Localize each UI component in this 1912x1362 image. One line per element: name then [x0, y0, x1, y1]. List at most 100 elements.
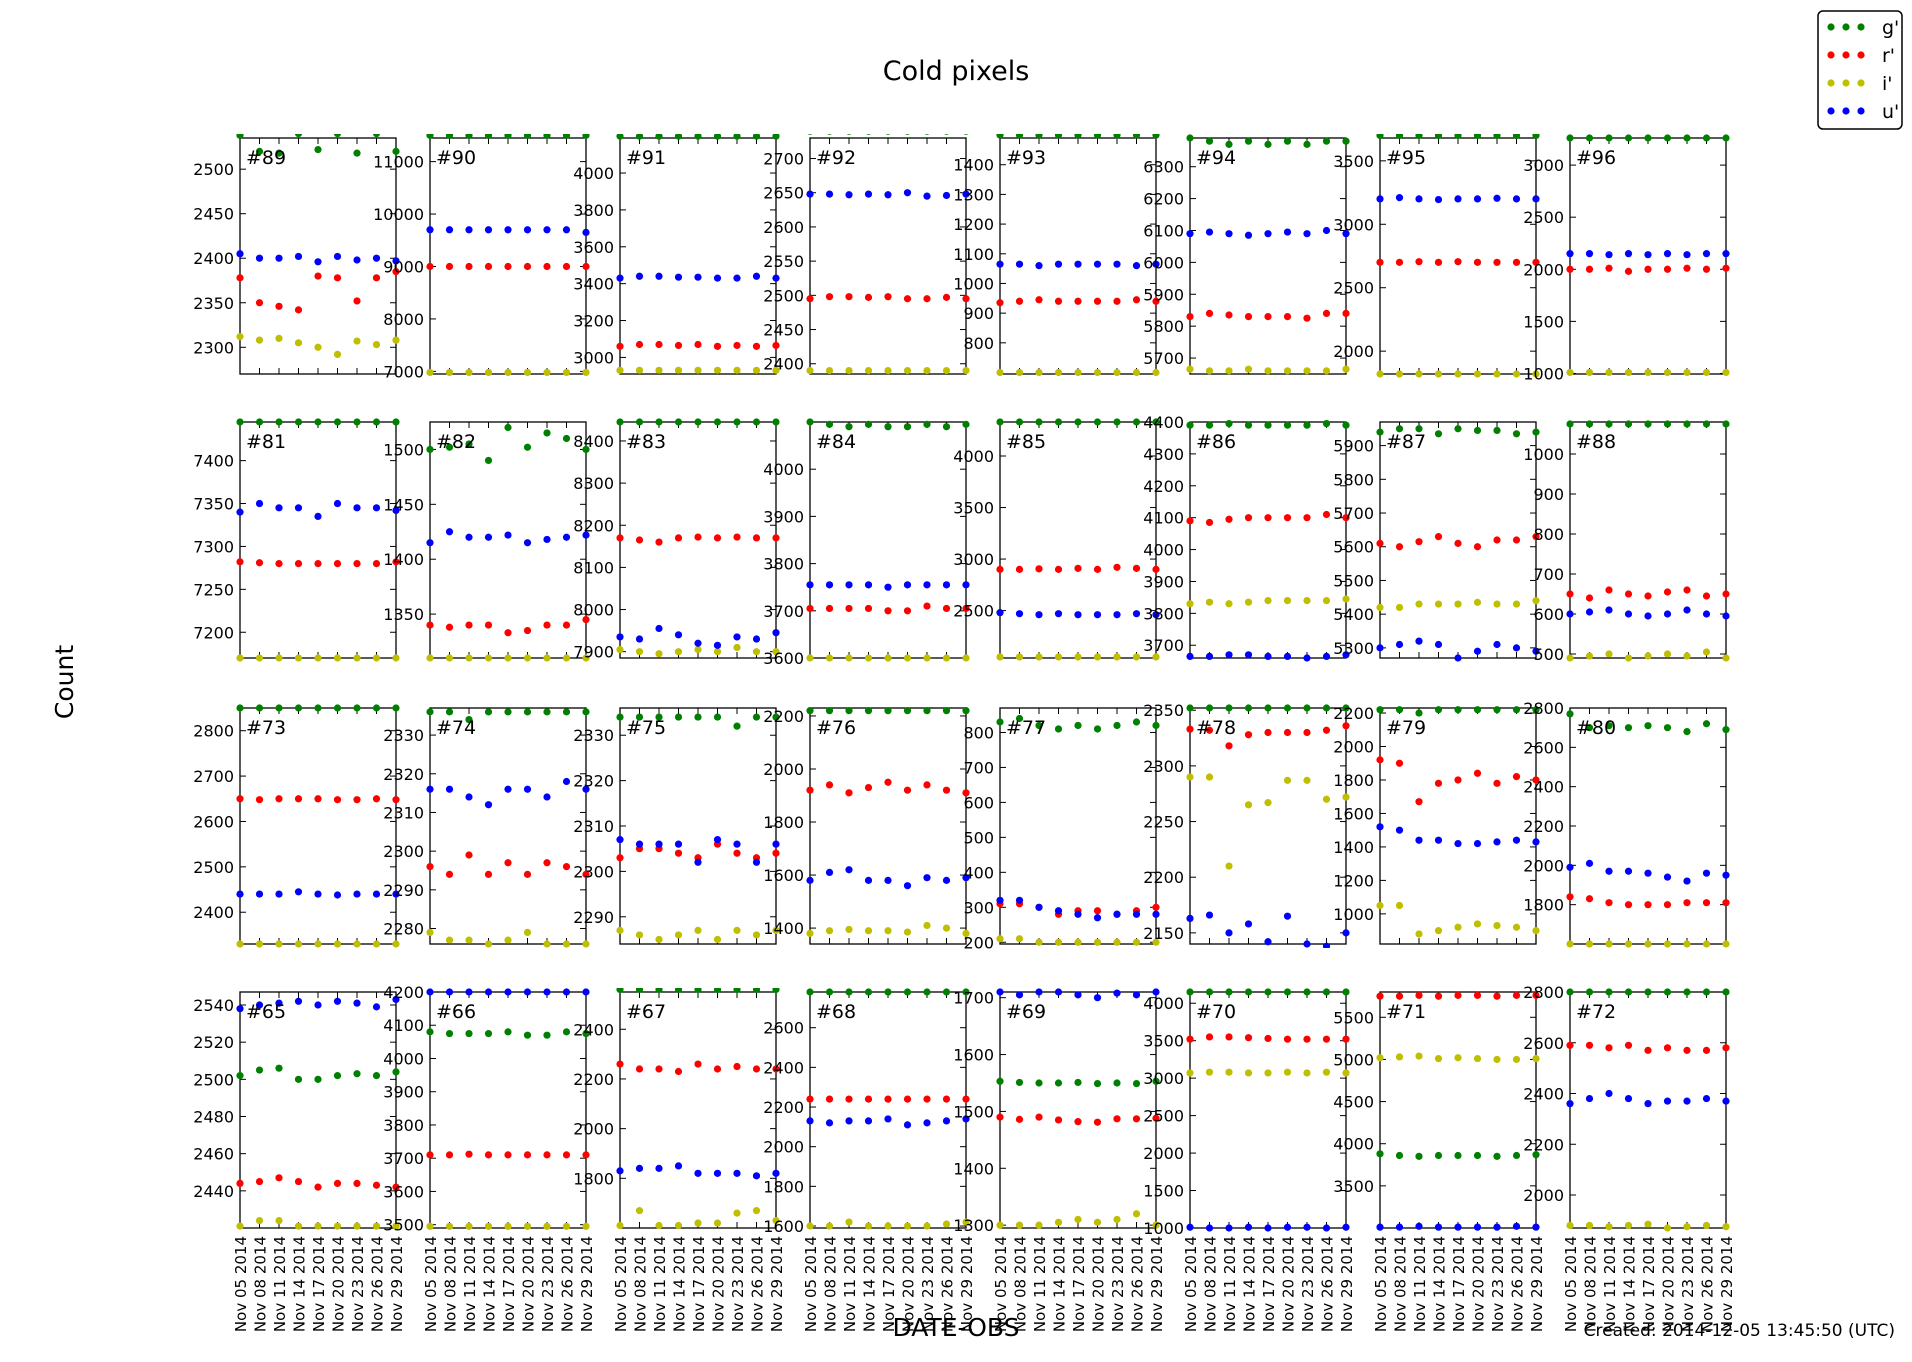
point-g: [426, 445, 434, 454]
point-i: [1376, 901, 1384, 910]
point-r: [504, 1151, 512, 1159]
point-u: [1454, 654, 1462, 662]
point-i: [1644, 368, 1652, 377]
panel-frame: [809, 421, 967, 659]
point-r: [1186, 517, 1194, 525]
point-i: [1722, 940, 1730, 948]
panel-points: [616, 988, 780, 1230]
point-i: [1035, 1221, 1043, 1229]
y-tick-label: 4100: [1143, 509, 1184, 528]
point-u: [1225, 929, 1233, 937]
point-r: [772, 1065, 780, 1073]
panel-points: [616, 134, 780, 374]
point-i: [1566, 654, 1574, 662]
x-tick-label: Nov 17 2014: [1070, 1236, 1088, 1332]
point-g: [923, 707, 931, 715]
point-r: [1244, 312, 1253, 321]
point-r: [1186, 1035, 1194, 1043]
point-r: [694, 340, 702, 349]
point-r: [1395, 759, 1404, 767]
point-u: [1376, 823, 1384, 831]
point-g: [884, 707, 892, 715]
panel-points: [806, 707, 970, 937]
point-r: [1264, 728, 1272, 737]
x-tick-label: Nov 11 2014: [1411, 1236, 1429, 1332]
point-u: [1244, 1223, 1253, 1231]
point-i: [752, 366, 761, 374]
y-tick-label: 1350: [383, 605, 424, 624]
point-i: [1074, 368, 1082, 377]
point-g: [236, 704, 244, 712]
point-r: [1054, 1116, 1063, 1124]
y-tick-label: 2800: [1523, 699, 1564, 718]
y-tick-label: 2330: [573, 726, 614, 745]
y-tick-label: 3000: [1333, 215, 1374, 234]
point-u: [465, 793, 473, 801]
point-g: [504, 708, 512, 716]
point-i: [1264, 596, 1272, 605]
legend-marker: [1857, 23, 1865, 31]
point-g: [1454, 134, 1462, 140]
point-r: [1454, 539, 1462, 547]
point-i: [903, 1222, 912, 1230]
point-u: [1244, 231, 1253, 239]
point-i: [294, 654, 303, 662]
point-g: [845, 423, 853, 431]
y-tick-label: 2200: [1143, 868, 1184, 887]
y-tick-label: 2500: [193, 160, 234, 179]
point-i: [1113, 938, 1121, 946]
y-tick-label: 2500: [193, 1070, 234, 1089]
panel-points: [426, 988, 590, 1230]
point-g: [275, 149, 283, 157]
point-g: [1395, 706, 1404, 714]
point-i: [255, 336, 264, 344]
panel-frame: [1379, 137, 1537, 375]
point-g: [562, 134, 571, 139]
point-g: [884, 423, 892, 431]
point-g: [275, 704, 283, 712]
x-tick-label: Nov 05 2014: [1182, 1236, 1200, 1332]
point-i: [1663, 940, 1672, 948]
point-g: [582, 134, 590, 139]
x-tick-label: Nov 26 2014: [369, 1236, 387, 1332]
y-tick-label: 1400: [953, 1159, 994, 1178]
panel-label: #70: [1196, 1001, 1236, 1023]
point-i: [1702, 648, 1711, 656]
x-tick-label: Nov 23 2014: [1489, 1236, 1507, 1332]
point-u: [616, 1167, 624, 1175]
point-u: [1473, 195, 1482, 203]
panel-points: [1376, 134, 1540, 378]
x-tick-label: Nov 23 2014: [539, 1236, 557, 1332]
point-u: [1473, 839, 1482, 848]
point-g: [1376, 428, 1384, 436]
point-u: [1415, 195, 1423, 203]
point-g: [845, 988, 853, 996]
x-tick-label: Nov 14 2014: [1621, 1236, 1639, 1332]
panel-points: [1186, 134, 1350, 375]
point-g: [1322, 137, 1331, 145]
point-r: [1283, 728, 1292, 737]
point-r: [465, 621, 473, 629]
point-i: [1093, 653, 1102, 661]
point-i: [1624, 368, 1633, 377]
y-tick-label: 1200: [953, 215, 994, 234]
point-u: [484, 801, 493, 809]
panel-label: #88: [1576, 431, 1616, 453]
panel-label: #65: [246, 1001, 286, 1023]
point-g: [1624, 420, 1633, 428]
y-tick-label: 4000: [1143, 541, 1184, 560]
point-r: [1585, 895, 1594, 903]
point-i: [1132, 653, 1141, 661]
y-tick-label: 3800: [573, 201, 614, 220]
point-i: [713, 366, 722, 374]
point-g: [616, 418, 624, 426]
y-tick-label: 300: [963, 898, 994, 917]
panel-grid: 23002350240024502500#8970008000900010000…: [193, 134, 1736, 1332]
point-g: [962, 420, 970, 428]
point-i: [1683, 652, 1691, 660]
point-g: [465, 134, 473, 139]
y-tick-label: 6000: [1143, 253, 1184, 272]
